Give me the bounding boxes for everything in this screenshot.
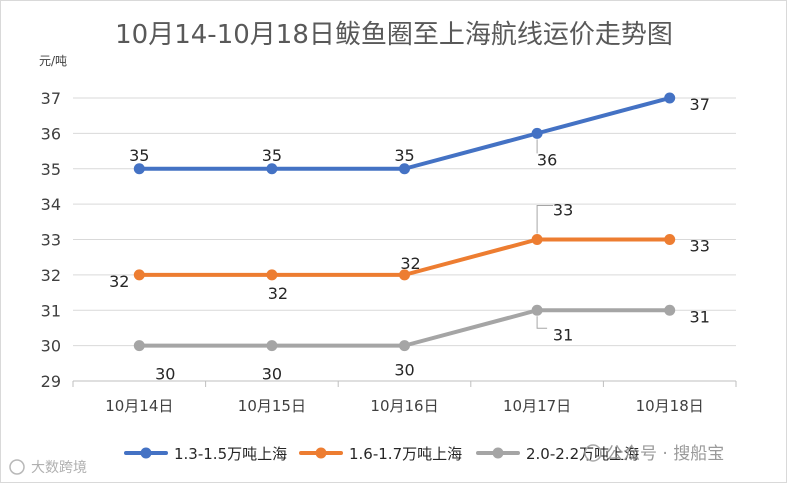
data-label: 32 bbox=[268, 284, 288, 303]
legend: 1.3-1.5万吨上海 1.6-1.7万吨上海 2.0-2.2万吨上海 bbox=[124, 445, 639, 463]
wechat-icon bbox=[9, 459, 25, 475]
data-label: 32 bbox=[400, 254, 420, 273]
data-label: 32 bbox=[109, 272, 129, 291]
y-tick-label: 37 bbox=[41, 89, 61, 108]
x-tick-label: 10月14日 bbox=[105, 397, 173, 415]
data-point bbox=[531, 127, 543, 139]
data-point bbox=[399, 163, 410, 175]
label-leader-line bbox=[536, 205, 554, 234]
data-point bbox=[266, 163, 278, 175]
series-lines bbox=[133, 92, 676, 352]
y-tick-label: 35 bbox=[41, 160, 61, 179]
y-tick-label: 29 bbox=[41, 372, 61, 391]
y-tick-label: 32 bbox=[41, 266, 61, 285]
y-tick-label: 31 bbox=[41, 301, 61, 320]
data-point bbox=[531, 234, 543, 245]
data-label: 37 bbox=[690, 95, 710, 114]
data-labels: 35 35 35 36 37 32 32 32 33 33 30 30 30 31 31 bbox=[109, 95, 710, 384]
watermark-left: 大数跨境 bbox=[9, 459, 87, 476]
data-label: 36 bbox=[537, 150, 557, 169]
data-point bbox=[266, 340, 278, 352]
data-point bbox=[664, 92, 676, 104]
y-axis-unit: 元/吨 bbox=[39, 54, 67, 68]
legend-label: 1.3-1.5万吨上海 bbox=[174, 445, 287, 463]
data-point bbox=[664, 304, 676, 316]
data-label: 31 bbox=[690, 307, 710, 326]
data-label: 35 bbox=[129, 146, 149, 165]
x-tick-label: 10月15日 bbox=[238, 397, 306, 415]
legend-swatch-marker bbox=[140, 447, 152, 459]
data-point bbox=[664, 234, 676, 245]
y-tick-label: 33 bbox=[41, 231, 61, 250]
legend-label: 2.0-2.2万吨上海 bbox=[526, 445, 639, 463]
y-tick-label: 34 bbox=[41, 195, 61, 214]
data-label: 30 bbox=[262, 365, 282, 384]
data-point bbox=[399, 340, 410, 352]
data-point bbox=[266, 269, 278, 281]
legend-swatch-marker bbox=[492, 447, 504, 459]
watermark-right-text: 公众号 · 搜船宝 bbox=[606, 444, 724, 464]
label-leader-lines bbox=[536, 139, 554, 329]
data-point bbox=[133, 340, 145, 352]
data-point bbox=[133, 269, 145, 281]
x-axis-ticks: 10月14日 10月15日 10月16日 10月17日 10月18日 bbox=[72, 381, 737, 415]
data-label: 30 bbox=[155, 365, 175, 384]
data-label: 30 bbox=[394, 361, 414, 380]
data-point bbox=[133, 163, 145, 175]
chart-title: 10月14-10月18日鲅鱼圈至上海航线运价走势图 bbox=[115, 20, 673, 50]
data-label: 33 bbox=[690, 237, 710, 256]
watermark-left-text: 大数跨境 bbox=[31, 460, 87, 476]
x-tick-label: 10月16日 bbox=[370, 397, 438, 415]
x-tick-label: 10月17日 bbox=[503, 397, 571, 415]
data-point bbox=[399, 269, 410, 281]
x-tick-label: 10月18日 bbox=[636, 397, 704, 415]
data-point bbox=[531, 304, 543, 316]
data-label: 35 bbox=[394, 146, 414, 165]
data-label: 33 bbox=[553, 201, 573, 220]
label-leader-line bbox=[536, 316, 548, 329]
legend-label: 1.6-1.7万吨上海 bbox=[349, 445, 462, 463]
wechat-icon bbox=[584, 444, 602, 462]
y-tick-label: 36 bbox=[41, 124, 61, 143]
legend-swatch-marker bbox=[315, 447, 327, 459]
y-axis-ticks: 29 30 31 32 33 34 35 36 37 bbox=[41, 89, 61, 391]
data-label: 35 bbox=[262, 146, 282, 165]
data-label: 31 bbox=[553, 325, 573, 344]
y-tick-label: 30 bbox=[41, 337, 61, 356]
watermark-right: 公众号 · 搜船宝 bbox=[584, 444, 724, 464]
